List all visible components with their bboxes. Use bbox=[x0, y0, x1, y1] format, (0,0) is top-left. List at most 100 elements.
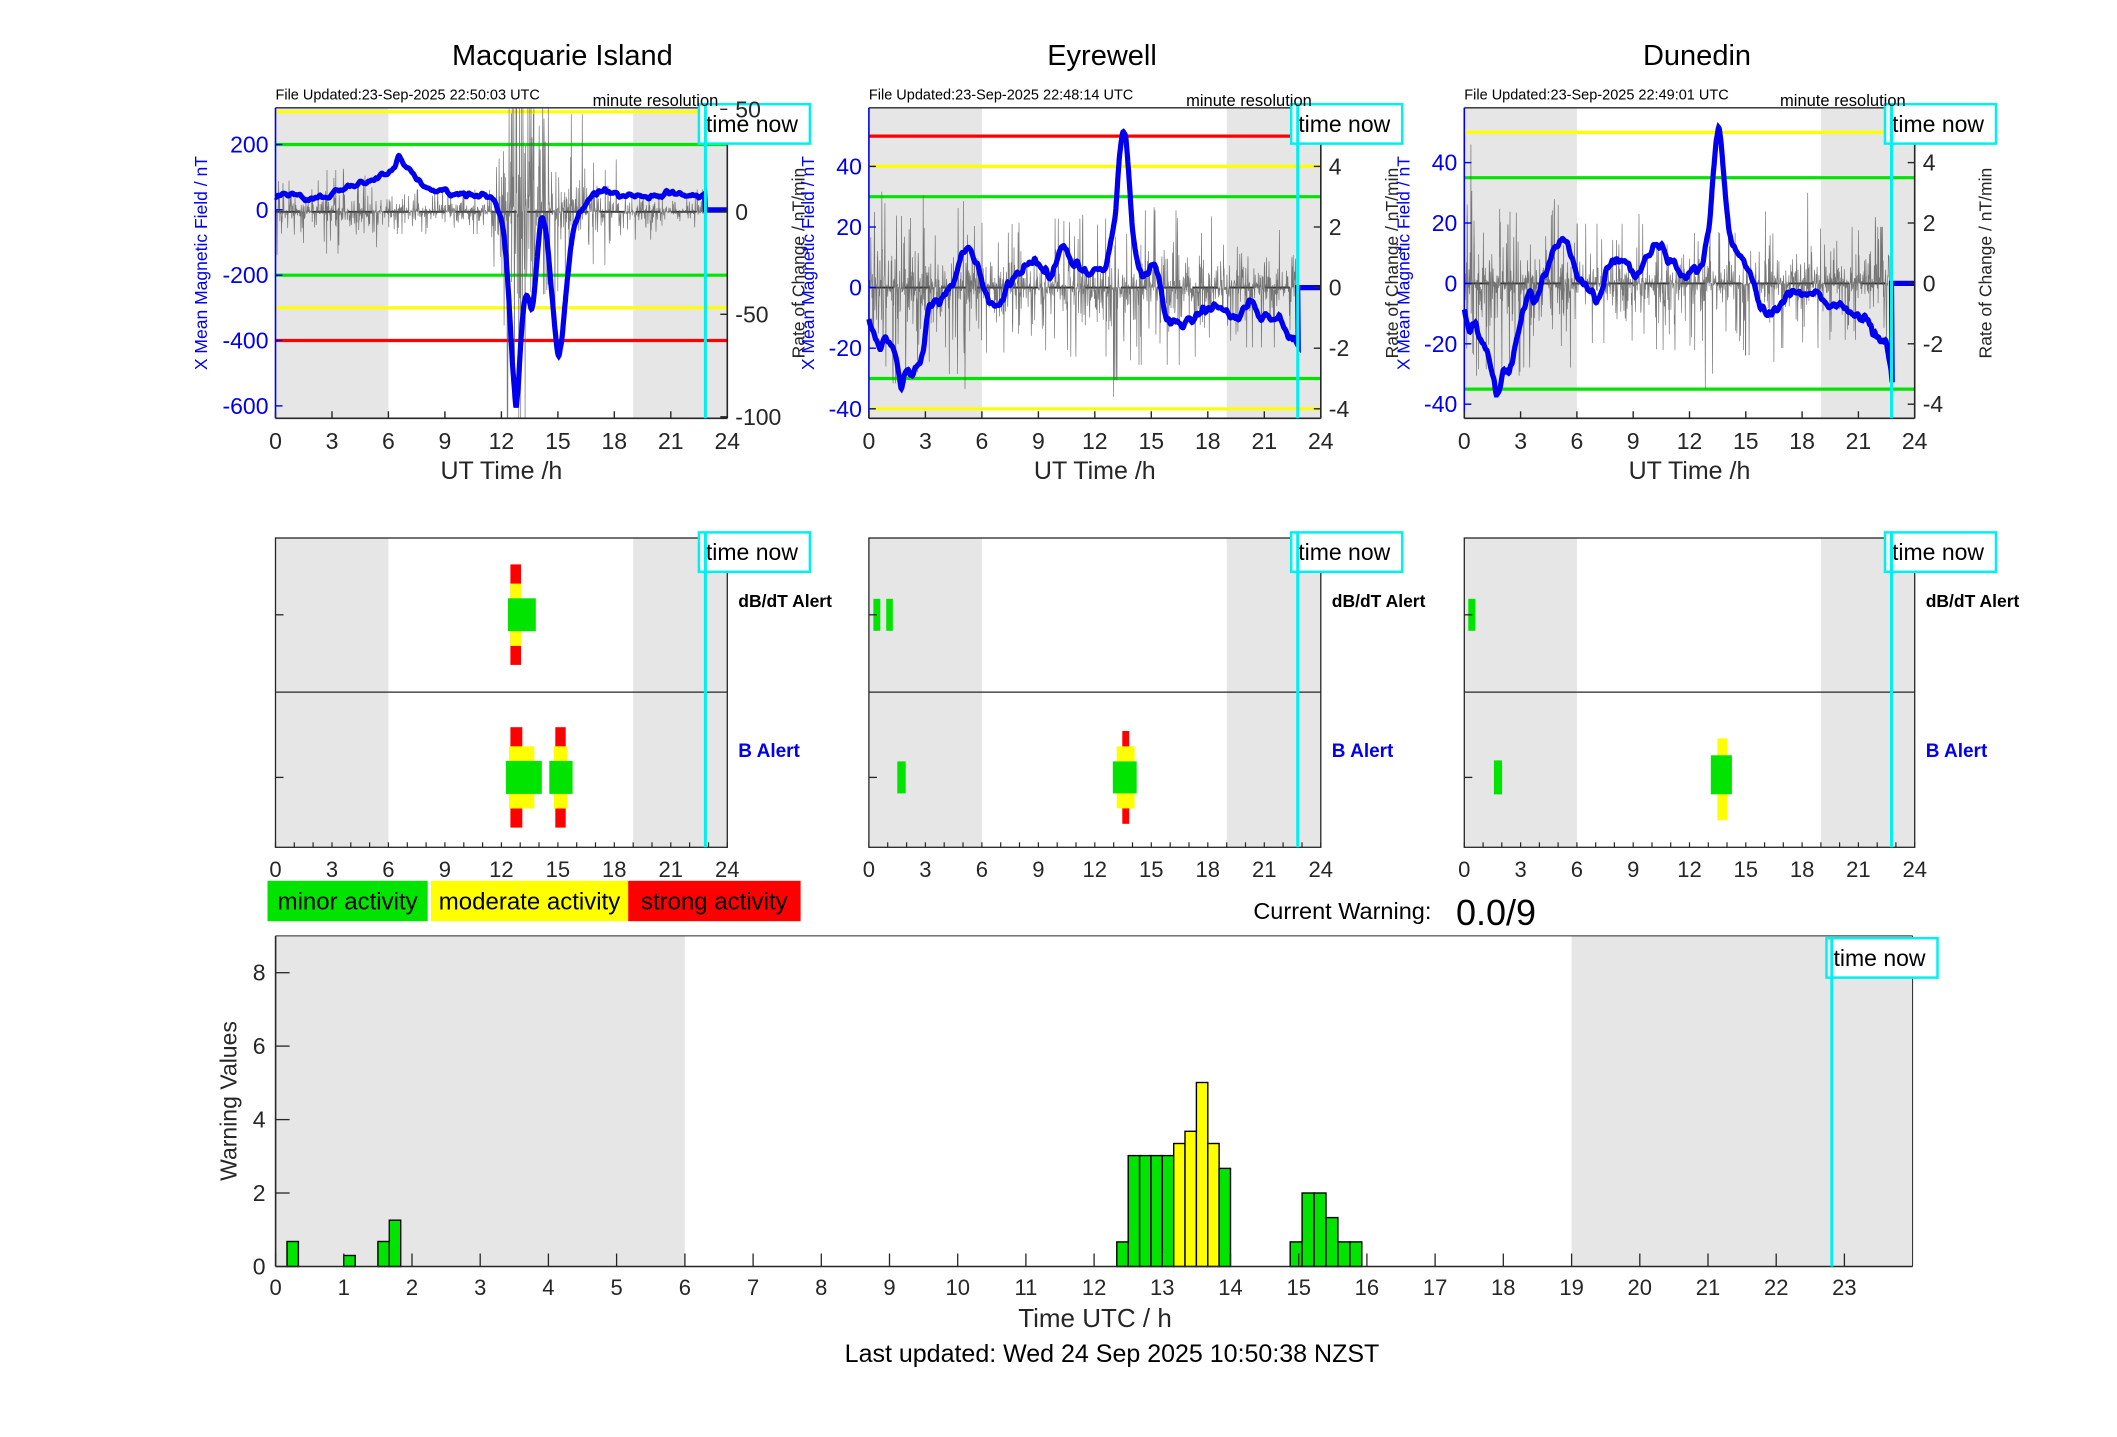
svg-text:24: 24 bbox=[1308, 428, 1334, 454]
svg-text:8: 8 bbox=[815, 1275, 827, 1300]
svg-text:moderate activity: moderate activity bbox=[439, 889, 620, 916]
svg-text:-400: -400 bbox=[222, 328, 268, 354]
svg-text:B Alert: B Alert bbox=[1926, 741, 1988, 762]
svg-text:File Updated:23-Sep-2025 22:50: File Updated:23-Sep-2025 22:50:03 UTC bbox=[276, 88, 540, 104]
svg-text:5: 5 bbox=[610, 1275, 622, 1300]
svg-text:0: 0 bbox=[256, 197, 269, 223]
svg-text:time now: time now bbox=[1834, 945, 1926, 971]
svg-text:50: 50 bbox=[735, 96, 761, 122]
svg-text:18: 18 bbox=[1195, 428, 1221, 454]
svg-text:-200: -200 bbox=[222, 262, 268, 288]
svg-text:6: 6 bbox=[679, 1275, 691, 1300]
svg-text:Last updated: Wed 24 Sep 2025: Last updated: Wed 24 Sep 2025 10:50:38 N… bbox=[845, 1340, 1380, 1368]
svg-text:0: 0 bbox=[269, 1275, 281, 1300]
svg-text:dB/dT Alert: dB/dT Alert bbox=[1332, 591, 1426, 611]
svg-text:200: 200 bbox=[230, 132, 268, 158]
svg-text:2: 2 bbox=[1329, 214, 1342, 240]
svg-text:strong activity: strong activity bbox=[641, 889, 788, 916]
svg-text:15: 15 bbox=[1286, 1275, 1310, 1300]
svg-text:18: 18 bbox=[1789, 428, 1815, 454]
svg-text:minute resolution: minute resolution bbox=[1186, 92, 1312, 110]
svg-text:-2: -2 bbox=[1923, 331, 1943, 357]
svg-text:2: 2 bbox=[1923, 210, 1936, 236]
svg-text:18: 18 bbox=[1491, 1275, 1515, 1300]
svg-text:time now: time now bbox=[1892, 539, 1984, 565]
svg-text:0: 0 bbox=[1923, 270, 1936, 296]
svg-text:12: 12 bbox=[489, 857, 513, 882]
svg-text:6: 6 bbox=[1571, 428, 1584, 454]
svg-text:4: 4 bbox=[1923, 150, 1936, 176]
svg-text:0: 0 bbox=[1329, 275, 1342, 301]
svg-text:9: 9 bbox=[883, 1275, 895, 1300]
svg-text:X Mean Magnetic Field / nT: X Mean Magnetic Field / nT bbox=[798, 156, 818, 370]
svg-text:8: 8 bbox=[253, 960, 266, 986]
svg-text:24: 24 bbox=[1309, 857, 1333, 882]
svg-text:24: 24 bbox=[715, 857, 739, 882]
svg-text:-50: -50 bbox=[735, 301, 768, 327]
svg-text:0: 0 bbox=[863, 428, 876, 454]
svg-text:dB/dT Alert: dB/dT Alert bbox=[738, 591, 832, 611]
svg-text:40: 40 bbox=[836, 153, 862, 179]
svg-text:15: 15 bbox=[1734, 857, 1758, 882]
svg-text:0: 0 bbox=[1445, 270, 1458, 296]
svg-text:24: 24 bbox=[1902, 428, 1928, 454]
svg-text:3: 3 bbox=[326, 428, 339, 454]
svg-text:23: 23 bbox=[1832, 1275, 1856, 1300]
svg-text:12: 12 bbox=[1083, 857, 1107, 882]
svg-text:-40: -40 bbox=[1424, 391, 1457, 417]
svg-text:15: 15 bbox=[545, 428, 571, 454]
svg-text:14: 14 bbox=[1218, 1275, 1242, 1300]
svg-text:0: 0 bbox=[1458, 428, 1471, 454]
svg-text:12: 12 bbox=[1677, 857, 1701, 882]
svg-text:24: 24 bbox=[715, 428, 741, 454]
svg-text:2: 2 bbox=[406, 1275, 418, 1300]
svg-text:9: 9 bbox=[1032, 857, 1044, 882]
svg-text:-4: -4 bbox=[1923, 391, 1944, 417]
svg-text:-2: -2 bbox=[1329, 335, 1349, 361]
svg-text:Rate of Change / nT/min: Rate of Change / nT/min bbox=[1382, 168, 1402, 359]
svg-text:1: 1 bbox=[338, 1275, 350, 1300]
svg-text:-100: -100 bbox=[735, 404, 781, 430]
svg-text:6: 6 bbox=[976, 857, 988, 882]
svg-text:2: 2 bbox=[253, 1180, 266, 1206]
svg-text:21: 21 bbox=[658, 428, 684, 454]
svg-text:UT Time /h: UT Time /h bbox=[1034, 457, 1156, 485]
svg-text:minor activity: minor activity bbox=[278, 889, 418, 916]
svg-text:UT Time /h: UT Time /h bbox=[441, 457, 563, 485]
svg-text:18: 18 bbox=[602, 857, 626, 882]
svg-text:15: 15 bbox=[1733, 428, 1759, 454]
svg-text:B Alert: B Alert bbox=[1332, 741, 1394, 762]
svg-text:18: 18 bbox=[602, 428, 628, 454]
svg-text:19: 19 bbox=[1559, 1275, 1583, 1300]
svg-text:12: 12 bbox=[489, 428, 515, 454]
svg-text:21: 21 bbox=[659, 857, 683, 882]
svg-text:9: 9 bbox=[439, 857, 451, 882]
svg-text:7: 7 bbox=[747, 1275, 759, 1300]
svg-text:-20: -20 bbox=[1424, 331, 1457, 357]
svg-text:4: 4 bbox=[253, 1107, 266, 1133]
svg-text:3: 3 bbox=[474, 1275, 486, 1300]
svg-text:Dunedin: Dunedin bbox=[1643, 40, 1751, 72]
svg-text:X Mean Magnetic Field / nT: X Mean Magnetic Field / nT bbox=[191, 156, 211, 370]
svg-text:13: 13 bbox=[1150, 1275, 1174, 1300]
svg-text:12: 12 bbox=[1082, 428, 1108, 454]
svg-text:Rate of Change / nT/min: Rate of Change / nT/min bbox=[1976, 168, 1996, 359]
svg-text:Eyrewell: Eyrewell bbox=[1047, 40, 1157, 72]
svg-text:9: 9 bbox=[1627, 857, 1639, 882]
svg-text:File Updated:23-Sep-2025 22:48: File Updated:23-Sep-2025 22:48:14 UTC bbox=[869, 88, 1133, 104]
svg-text:3: 3 bbox=[1514, 428, 1527, 454]
svg-text:3: 3 bbox=[1514, 857, 1526, 882]
svg-text:3: 3 bbox=[326, 857, 338, 882]
svg-text:Macquarie Island: Macquarie Island bbox=[452, 40, 673, 72]
svg-text:-20: -20 bbox=[829, 335, 862, 361]
svg-text:11: 11 bbox=[1014, 1275, 1037, 1300]
svg-text:6: 6 bbox=[1571, 857, 1583, 882]
svg-text:16: 16 bbox=[1355, 1275, 1379, 1300]
svg-text:Current Warning:: Current Warning: bbox=[1253, 898, 1431, 924]
svg-text:Rate of Change / nT/min: Rate of Change / nT/min bbox=[788, 168, 808, 359]
svg-text:15: 15 bbox=[1139, 857, 1163, 882]
svg-text:4: 4 bbox=[1329, 153, 1342, 179]
svg-text:21: 21 bbox=[1846, 857, 1870, 882]
svg-text:dB/dT Alert: dB/dT Alert bbox=[1926, 591, 2020, 611]
svg-text:40: 40 bbox=[1432, 150, 1458, 176]
